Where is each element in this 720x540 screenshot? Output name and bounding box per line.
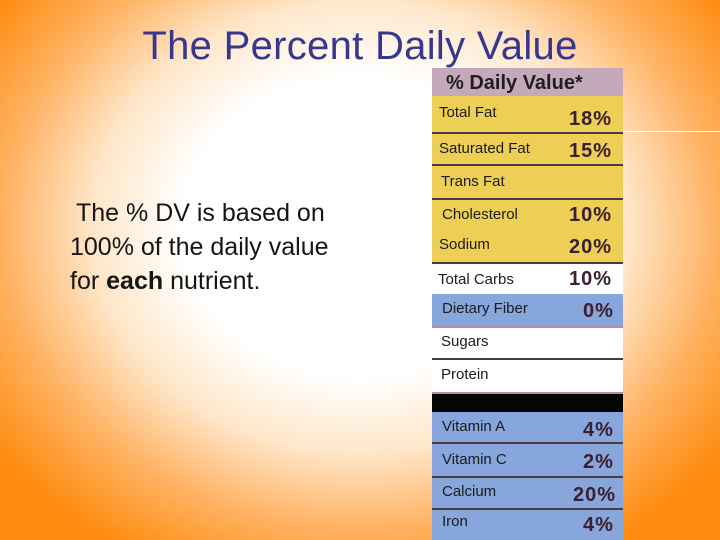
pct-value-calcium: 20% — [573, 484, 617, 506]
row-divider — [432, 164, 623, 166]
body-line-2: 100% of the daily value — [70, 233, 329, 261]
nutrient-row-vitamin-a: Vitamin A — [432, 412, 623, 442]
nutrient-row-total-fat: Total Fat — [432, 96, 623, 132]
pct-value-sodium: 20% — [569, 236, 613, 258]
pct-value-saturated-fat: 15% — [569, 140, 613, 162]
row-divider — [432, 132, 623, 134]
nutrient-name: Trans Fat — [441, 173, 505, 190]
nutrient-row-calcium: Calcium — [432, 478, 623, 508]
nutrient-row-protein: Protein — [432, 360, 623, 392]
nutrient-row-sodium: Sodium — [432, 230, 623, 262]
daily-value-header: % Daily Value* — [432, 68, 623, 96]
nutrient-name: Iron — [442, 513, 468, 530]
pct-value-vitamin-c: 2% — [583, 451, 614, 473]
row-divider — [432, 262, 623, 264]
row-divider — [432, 442, 623, 444]
nutrient-name: Total Carbs — [438, 271, 514, 288]
slide-body-text: The % DV is based on 100% of the daily v… — [70, 196, 400, 298]
nutrient-row-sugars: Sugars — [432, 328, 623, 358]
label-divider-bar — [432, 394, 623, 412]
nutrient-name: Sugars — [441, 333, 489, 350]
nutrient-name: Vitamin A — [442, 418, 506, 435]
nutrient-name: Sodium — [439, 236, 490, 253]
nutrient-row-total-carbs: Total Carbs — [432, 264, 623, 294]
nutrient-name: Cholesterol — [442, 206, 518, 223]
pct-value-total-fat: 18% — [569, 108, 613, 130]
pct-value-dietary-fiber: 0% — [583, 300, 614, 322]
nutrient-name: Protein — [441, 366, 489, 383]
decorative-line — [623, 131, 720, 132]
nutrient-row-saturated-fat: Saturated Fat — [432, 134, 623, 164]
row-divider — [432, 198, 623, 200]
nutrient-row-vitamin-c: Vitamin C — [432, 444, 623, 476]
body-line-1: The % DV is based on — [76, 199, 325, 227]
nutrient-name: Saturated Fat — [439, 140, 530, 157]
body-line-3-post: nutrient. — [170, 267, 261, 295]
nutrient-name: Vitamin C — [442, 451, 507, 468]
row-divider — [432, 476, 623, 478]
body-line-3: for each nutrient. — [70, 264, 400, 298]
nutrient-row-iron: Iron — [432, 510, 623, 540]
nutrient-row-cholesterol: Cholesterol — [432, 200, 623, 230]
pct-value-cholesterol: 10% — [569, 204, 613, 226]
nutrient-name: Dietary Fiber — [442, 300, 528, 317]
nutrient-name: Calcium — [442, 483, 497, 500]
body-line-3-bold: each — [106, 267, 164, 295]
slide-title: The Percent Daily Value — [142, 24, 578, 68]
pct-value-vitamin-a: 4% — [583, 419, 614, 441]
row-divider — [432, 508, 623, 510]
body-line-3-pre: for — [70, 267, 100, 295]
nutrient-name: Total Fat — [439, 104, 497, 121]
pct-value-total-carbs: 10% — [569, 268, 613, 290]
row-divider — [432, 358, 623, 360]
nutrient-row-trans-fat: Trans Fat — [432, 166, 623, 198]
nutrient-row-dietary-fiber: Dietary Fiber — [432, 294, 623, 326]
pct-value-iron: 4% — [583, 514, 614, 536]
